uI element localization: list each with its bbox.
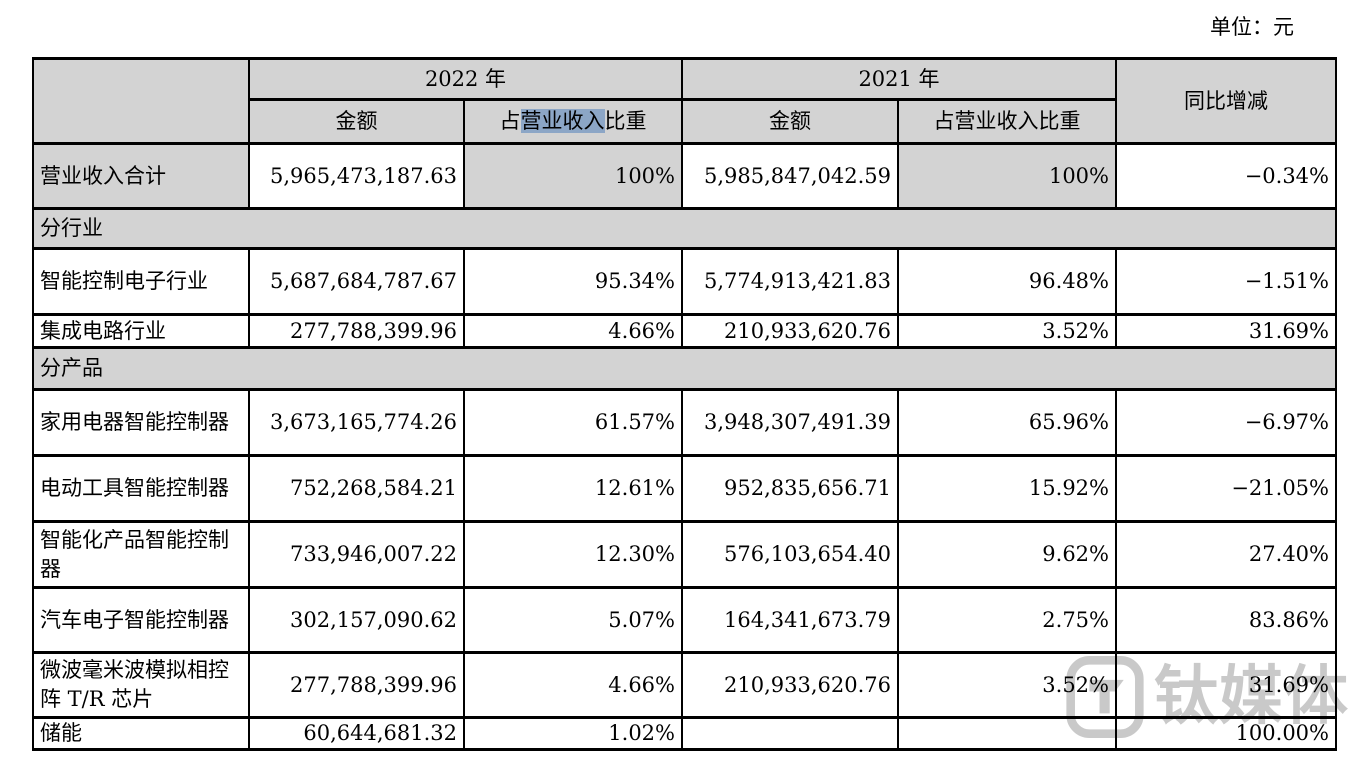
ratio-2021-header: 占营业收入比重 bbox=[897, 98, 1117, 145]
amount-2021: 5,985,847,042.59 bbox=[681, 142, 899, 210]
row-label: 电动工具智能控制器 bbox=[32, 454, 250, 523]
table-row: 汽车电子智能控制器 302,157,090.62 5.07% 164,341,6… bbox=[32, 586, 1337, 654]
amount-2022: 5,687,684,787.67 bbox=[248, 247, 465, 316]
amount-2022: 3,673,165,774.26 bbox=[248, 388, 465, 457]
row-label: 智能控制电子行业 bbox=[32, 247, 250, 316]
ratio-2022: 4.66% bbox=[463, 313, 683, 349]
table-row: 集成电路行业 277,788,399.96 4.66% 210,933,620.… bbox=[32, 313, 1337, 349]
year-2021-header: 2021 年 bbox=[681, 57, 1117, 101]
ratio-2021: 96.48% bbox=[897, 247, 1117, 316]
row-label: 汽车电子智能控制器 bbox=[32, 586, 250, 654]
ratio-2021 bbox=[897, 716, 1117, 751]
table-row: 储能 60,644,681.32 1.02% 100.00% bbox=[32, 716, 1337, 751]
ratio-2022: 5.07% bbox=[463, 586, 683, 654]
section-row-industry: 分行业 bbox=[32, 207, 1337, 250]
ratio-2021: 3.52% bbox=[897, 651, 1117, 719]
ratio-2022: 100% bbox=[463, 142, 683, 210]
ratio-2022: 95.34% bbox=[463, 247, 683, 316]
ratio-2021: 100% bbox=[897, 142, 1117, 210]
unit-label: 单位：元 bbox=[1210, 15, 1294, 39]
ratio-suffix: 比重 bbox=[604, 109, 647, 133]
section-row-product: 分产品 bbox=[32, 346, 1337, 391]
yoy-change: 100.00% bbox=[1115, 716, 1337, 751]
revenue-breakdown-table: 2022 年 2021 年 同比增减 金额 占营业收入比重 金额 占营业收入比重… bbox=[32, 57, 1337, 751]
amount-2022: 277,788,399.96 bbox=[248, 651, 465, 719]
table-row: 家用电器智能控制器 3,673,165,774.26 61.57% 3,948,… bbox=[32, 388, 1337, 457]
amount-2021: 5,774,913,421.83 bbox=[681, 247, 899, 316]
yoy-header: 同比增减 bbox=[1115, 57, 1337, 145]
ratio-2021: 3.52% bbox=[897, 313, 1117, 349]
amount-2022-header: 金额 bbox=[248, 98, 465, 145]
table-row: 智能控制电子行业 5,687,684,787.67 95.34% 5,774,9… bbox=[32, 247, 1337, 316]
amount-2022: 5,965,473,187.63 bbox=[248, 142, 465, 210]
amount-2021 bbox=[681, 716, 899, 751]
amount-2022: 60,644,681.32 bbox=[248, 716, 465, 751]
row-label: 营业收入合计 bbox=[32, 142, 250, 210]
ratio-2021: 15.92% bbox=[897, 454, 1117, 523]
amount-2021: 3,948,307,491.39 bbox=[681, 388, 899, 457]
year-2022-header: 2022 年 bbox=[248, 57, 683, 101]
table-row: 微波毫米波模拟相控阵 T/R 芯片 277,788,399.96 4.66% 2… bbox=[32, 651, 1337, 719]
ratio-2021: 65.96% bbox=[897, 388, 1117, 457]
amount-2022: 302,157,090.62 bbox=[248, 586, 465, 654]
section-label: 分产品 bbox=[32, 346, 1337, 391]
table-row-total: 营业收入合计 5,965,473,187.63 100% 5,985,847,0… bbox=[32, 142, 1337, 210]
amount-2022: 752,268,584.21 bbox=[248, 454, 465, 523]
yoy-change: 27.40% bbox=[1115, 520, 1337, 589]
ratio-2022: 61.57% bbox=[463, 388, 683, 457]
yoy-change: 31.69% bbox=[1115, 651, 1337, 719]
amount-2021: 210,933,620.76 bbox=[681, 651, 899, 719]
ratio-2022: 1.02% bbox=[463, 716, 683, 751]
yoy-change: −1.51% bbox=[1115, 247, 1337, 316]
section-label: 分行业 bbox=[32, 207, 1337, 250]
corner-cell bbox=[32, 57, 250, 145]
row-label: 微波毫米波模拟相控阵 T/R 芯片 bbox=[32, 651, 250, 719]
row-label: 储能 bbox=[32, 716, 250, 751]
ratio-prefix: 占 bbox=[499, 109, 521, 133]
header-row-columns: 金额 占营业收入比重 金额 占营业收入比重 bbox=[33, 98, 1336, 145]
selected-text-highlight: 营业收入 bbox=[520, 109, 605, 133]
amount-2022: 277,788,399.96 bbox=[248, 313, 465, 349]
yoy-change: −6.97% bbox=[1115, 388, 1337, 457]
amount-2021: 210,933,620.76 bbox=[681, 313, 899, 349]
ratio-2022: 4.66% bbox=[463, 651, 683, 719]
table-row: 电动工具智能控制器 752,268,584.21 12.61% 952,835,… bbox=[32, 454, 1337, 523]
yoy-change: −21.05% bbox=[1115, 454, 1337, 523]
row-label: 家用电器智能控制器 bbox=[32, 388, 250, 457]
header-row-years: 2022 年 2021 年 同比增减 bbox=[32, 57, 1337, 145]
ratio-2021: 2.75% bbox=[897, 586, 1117, 654]
amount-2021: 576,103,654.40 bbox=[681, 520, 899, 589]
amount-2021: 164,341,673.79 bbox=[681, 586, 899, 654]
ratio-2022: 12.30% bbox=[463, 520, 683, 589]
amount-2021-header: 金额 bbox=[681, 98, 899, 145]
row-label: 集成电路行业 bbox=[32, 313, 250, 349]
yoy-change: 31.69% bbox=[1115, 313, 1337, 349]
row-label: 智能化产品智能控制器 bbox=[32, 520, 250, 589]
yoy-change: −0.34% bbox=[1115, 142, 1337, 210]
ratio-2022-header: 占营业收入比重 bbox=[463, 98, 683, 145]
ratio-2022: 12.61% bbox=[463, 454, 683, 523]
table-row: 智能化产品智能控制器 733,946,007.22 12.30% 576,103… bbox=[32, 520, 1337, 589]
amount-2021: 952,835,656.71 bbox=[681, 454, 899, 523]
amount-2022: 733,946,007.22 bbox=[248, 520, 465, 589]
yoy-change: 83.86% bbox=[1115, 586, 1337, 654]
ratio-2021: 9.62% bbox=[897, 520, 1117, 589]
